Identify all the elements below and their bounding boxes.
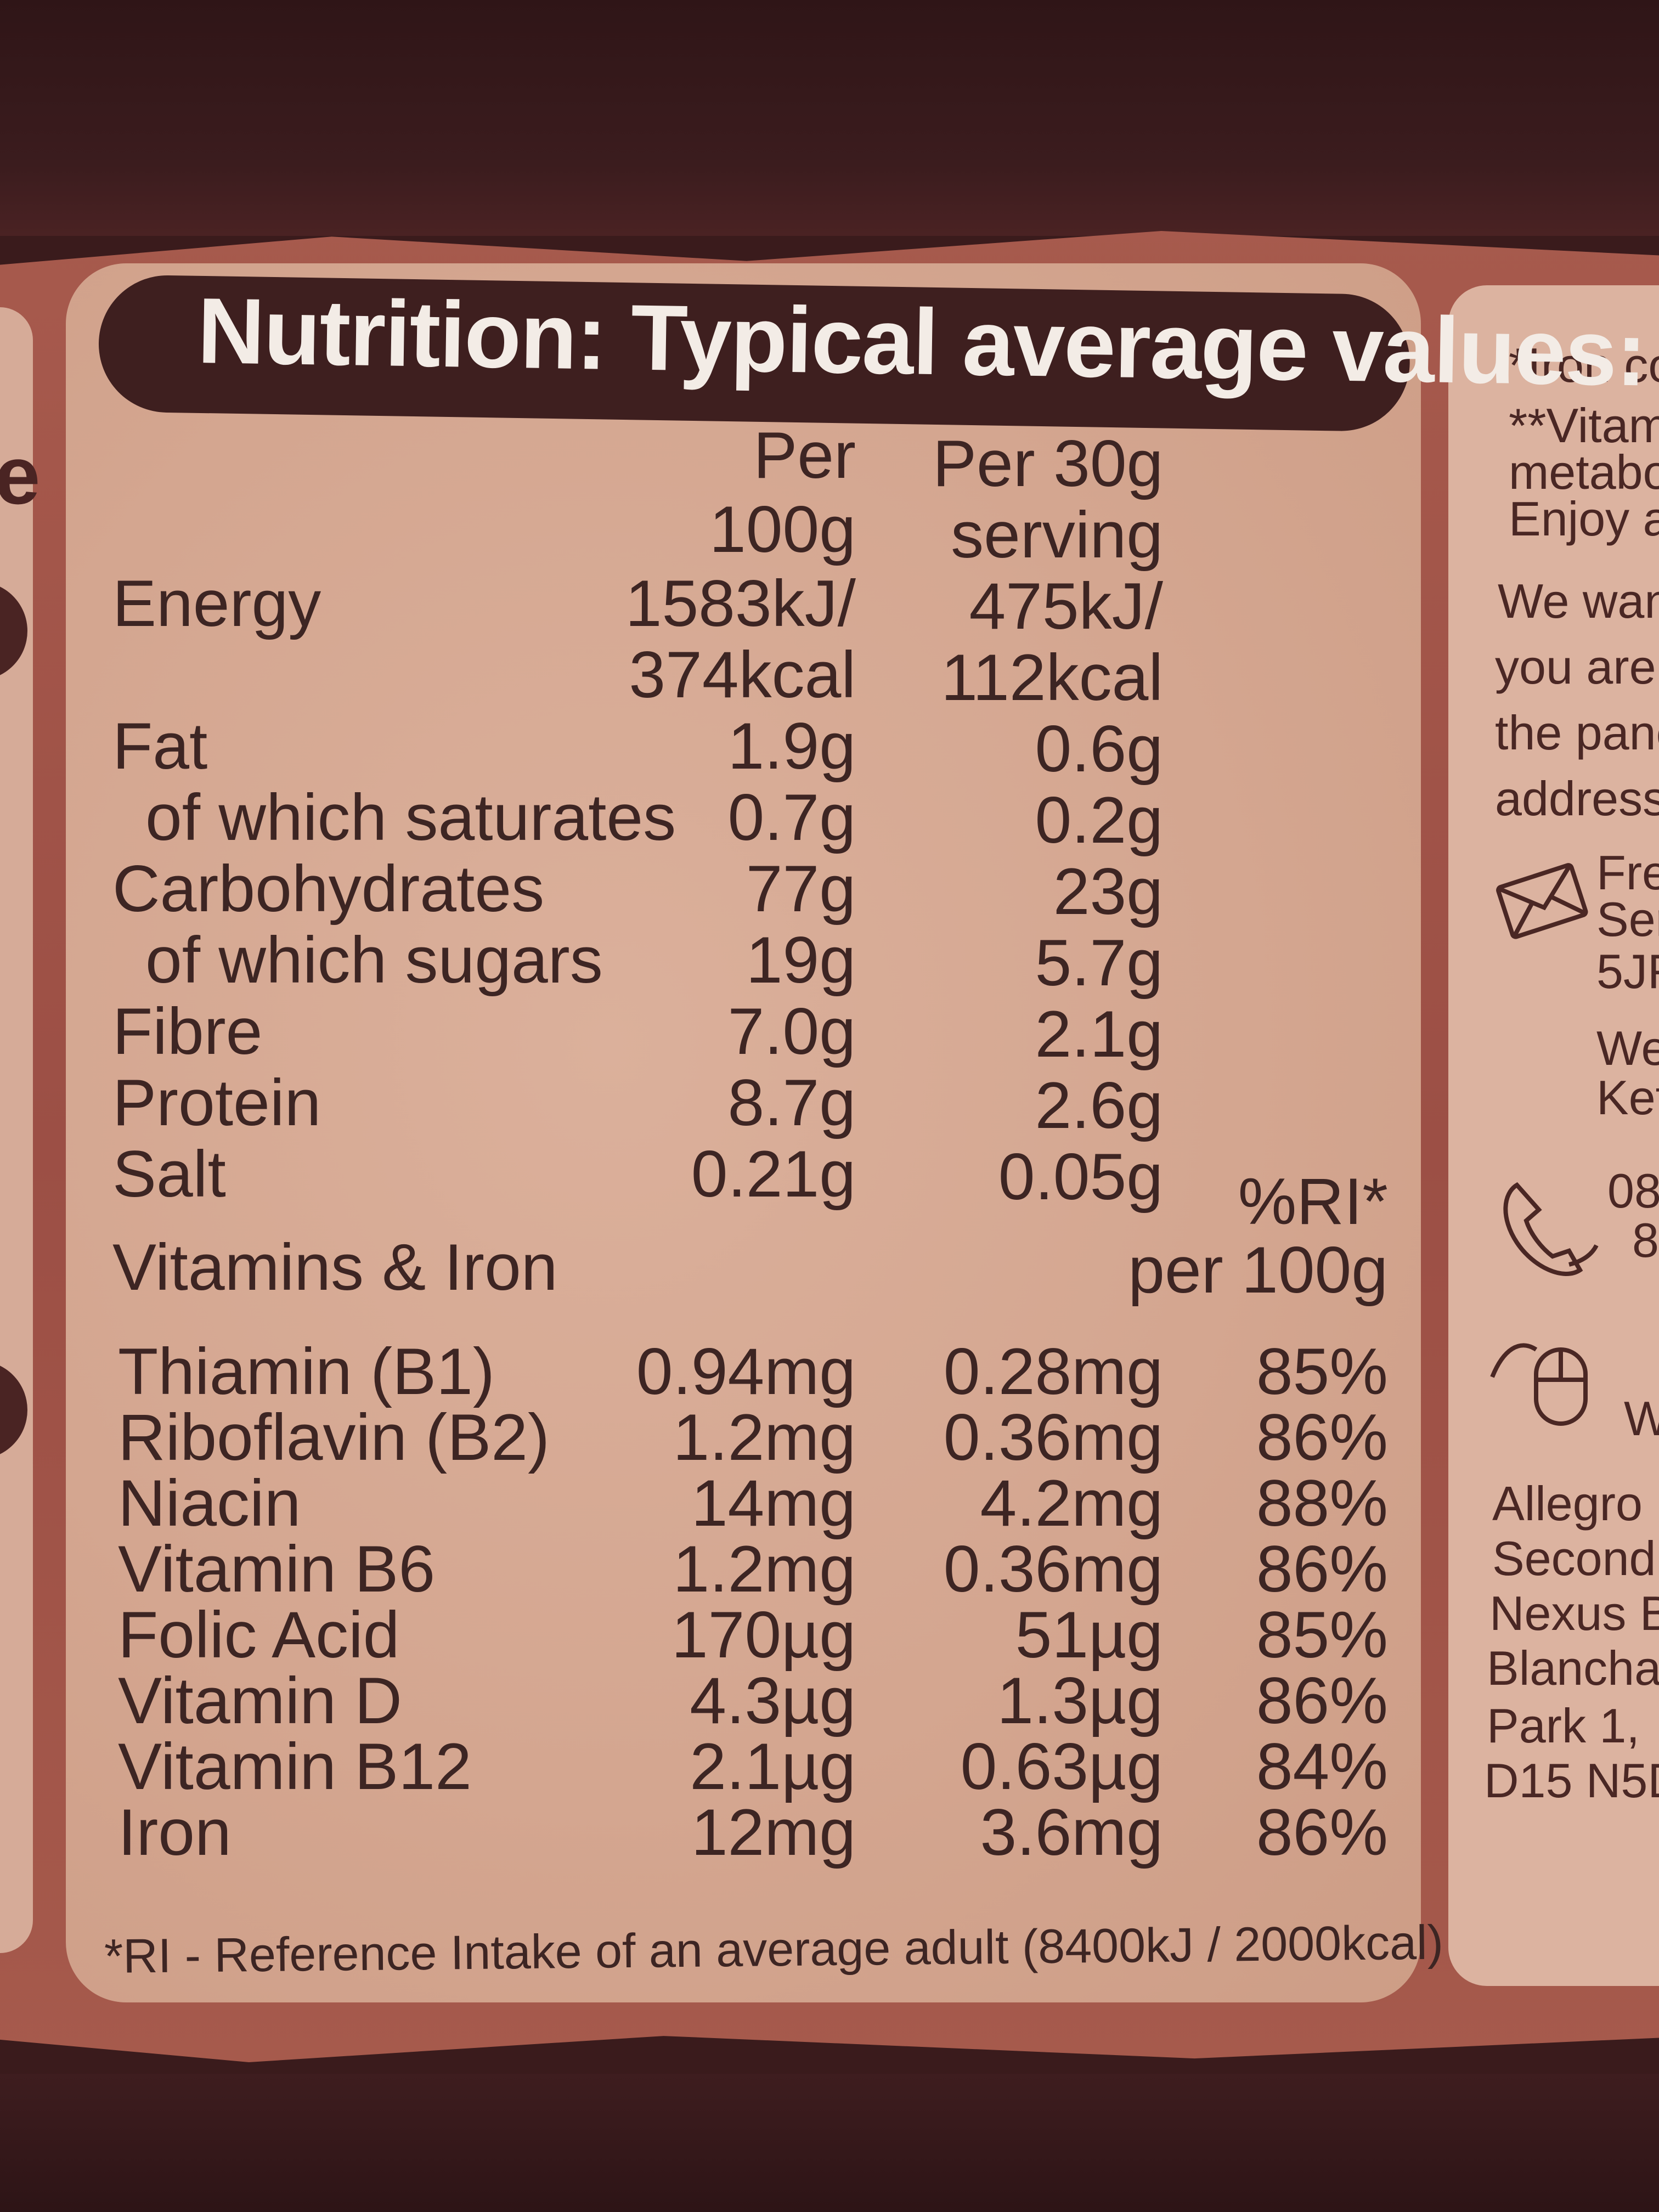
vitamin-per100-value: 1.2mg [673,1401,856,1474]
phone-icon [1503,1182,1599,1276]
vitamin-ri-value: 88% [1256,1466,1388,1540]
nutrient-label: Protein [112,1066,321,1139]
nutrient-per100-value: 7.0g [727,995,856,1068]
nutrient-per100-value: 0.21g [691,1137,856,1211]
right-text-line: We want [1498,574,1659,628]
mail-text-line: Wed [1596,1021,1659,1075]
right-text-line: metabol [1509,445,1659,499]
right-text-line: the pane [1495,706,1659,760]
vitamin-serving-value: 4.2mg [980,1466,1163,1540]
vitamin-serving-value: 0.36mg [943,1532,1163,1606]
address-line: Park 1, [1487,1699,1640,1753]
vitamin-serving-value: 3.6mg [980,1796,1163,1869]
mail-text-line: Kett [1596,1070,1659,1125]
phone-text-line: 8a [1632,1213,1659,1267]
nutrient-serving-value: 23g [1053,855,1163,928]
nutrient-label: Salt [112,1137,226,1211]
nutrient-label: Fat [112,709,208,783]
vitamin-per100-value: 0.94mg [636,1335,856,1408]
nutrient-label: Fibre [112,995,263,1068]
mail-text-line: 5JR [1596,944,1659,998]
vitamin-serving-value: 0.28mg [943,1335,1163,1408]
vitamin-per100-value: 170µg [671,1598,856,1672]
vitamin-label: Folic Acid [118,1598,400,1672]
vitamin-ri-value: 86% [1256,1796,1388,1869]
vitamin-serving-value: 0.63µg [960,1730,1163,1803]
vitamin-ri-value: 85% [1256,1335,1388,1408]
vitamin-label: Niacin [118,1466,301,1540]
nutrient-serving-value: 2.6g [1035,1069,1163,1142]
pack-bottom-background [0,2074,1659,2212]
vitamin-per100-value: 1.2mg [673,1532,856,1606]
col-header-serving-line1: Per 30g [933,427,1164,500]
nutrient-label: of which saturates [145,781,676,854]
nutrient-serving-value: 0.05g [998,1140,1163,1214]
vitamin-per100-value: 4.3µg [690,1664,856,1737]
nutrition-panel [66,263,1421,2002]
col-header-ri-line2: per 100g [1128,1233,1388,1307]
left-partial-panel [0,307,33,1953]
vitamin-ri-value: 86% [1256,1401,1388,1474]
address-line: Nexus B [1489,1586,1659,1640]
web-text: W [1624,1391,1659,1446]
vitamin-ri-value: 85% [1256,1598,1388,1672]
mail-text-line: Free [1596,845,1659,900]
nutrient-serving-value: 0.6g [1035,712,1163,786]
vitamin-per100-value: 14mg [691,1466,856,1540]
vitamins-heading: Vitamins & Iron [112,1231,558,1304]
left-panel-letter: e [0,429,41,521]
pack-top-background [0,0,1659,236]
nutrient-label: of which sugars [145,923,603,997]
nutrient-per100-value: 374kcal [629,638,856,712]
nutrient-label: Energy [112,567,321,640]
vitamin-label: Vitamin D [118,1664,402,1737]
address-line: Allegro L [1492,1476,1659,1531]
envelope-icon [1496,863,1588,939]
nutrient-serving-value: 0.2g [1035,783,1163,857]
nutrient-per100-value: 0.7g [727,781,856,854]
mail-text-line: Ser [1596,892,1659,946]
vitamin-ri-value: 86% [1256,1532,1388,1606]
nutrient-label: Carbohydrates [112,852,545,926]
nutrient-serving-value: 5.7g [1035,926,1163,1000]
right-text-line: *Iron cor [1509,338,1659,392]
right-partial-panel [1448,285,1659,1986]
nutrient-per100-value: 77g [746,852,856,926]
vitamin-serving-value: 1.3µg [997,1664,1163,1737]
vitamin-serving-value: 0.36mg [943,1401,1163,1474]
right-text-line: **Vitami [1509,398,1659,453]
address-line: D15 N5D [1484,1753,1659,1808]
right-text-line: address [1495,771,1659,826]
col-header-ri-line1: %RI* [1238,1165,1388,1238]
vitamin-label: Thiamin (B1) [118,1335,495,1408]
vitamin-label: Iron [118,1796,232,1869]
col-header-per100-line1: Per [753,419,856,492]
address-line: Blanchar [1487,1641,1659,1695]
right-text-line: you are [1495,640,1656,694]
vitamin-per100-value: 12mg [691,1796,856,1869]
nutrient-serving-value: 475kJ/ [969,569,1163,643]
nutrient-serving-value: 112kcal [941,641,1163,714]
vitamin-label: Riboflavin (B2) [118,1401,550,1474]
right-text-line: Enjoy as [1509,492,1659,546]
mouse-icon [1490,1343,1588,1426]
col-header-per100-line2: 100g [709,493,856,566]
vitamin-label: Vitamin B6 [118,1532,436,1606]
address-line: Second [1492,1531,1656,1585]
nutrition-title: Nutrition: Typical average values: [196,279,1647,406]
vitamin-per100-value: 2.1µg [690,1730,856,1803]
vitamin-ri-value: 86% [1256,1664,1388,1737]
nutrient-serving-value: 2.1g [1035,997,1163,1071]
phone-text-line: 0800 [1607,1164,1659,1218]
vitamin-serving-value: 51µg [1015,1598,1163,1672]
nutrient-per100-value: 1583kJ/ [625,567,856,640]
nutrient-per100-value: 8.7g [727,1066,856,1139]
nutrient-per100-value: 19g [746,923,856,997]
vitamin-ri-value: 84% [1256,1730,1388,1803]
nutrient-per100-value: 1.9g [727,709,856,783]
col-header-serving-line2: serving [951,498,1163,572]
vitamin-label: Vitamin B12 [118,1730,472,1803]
